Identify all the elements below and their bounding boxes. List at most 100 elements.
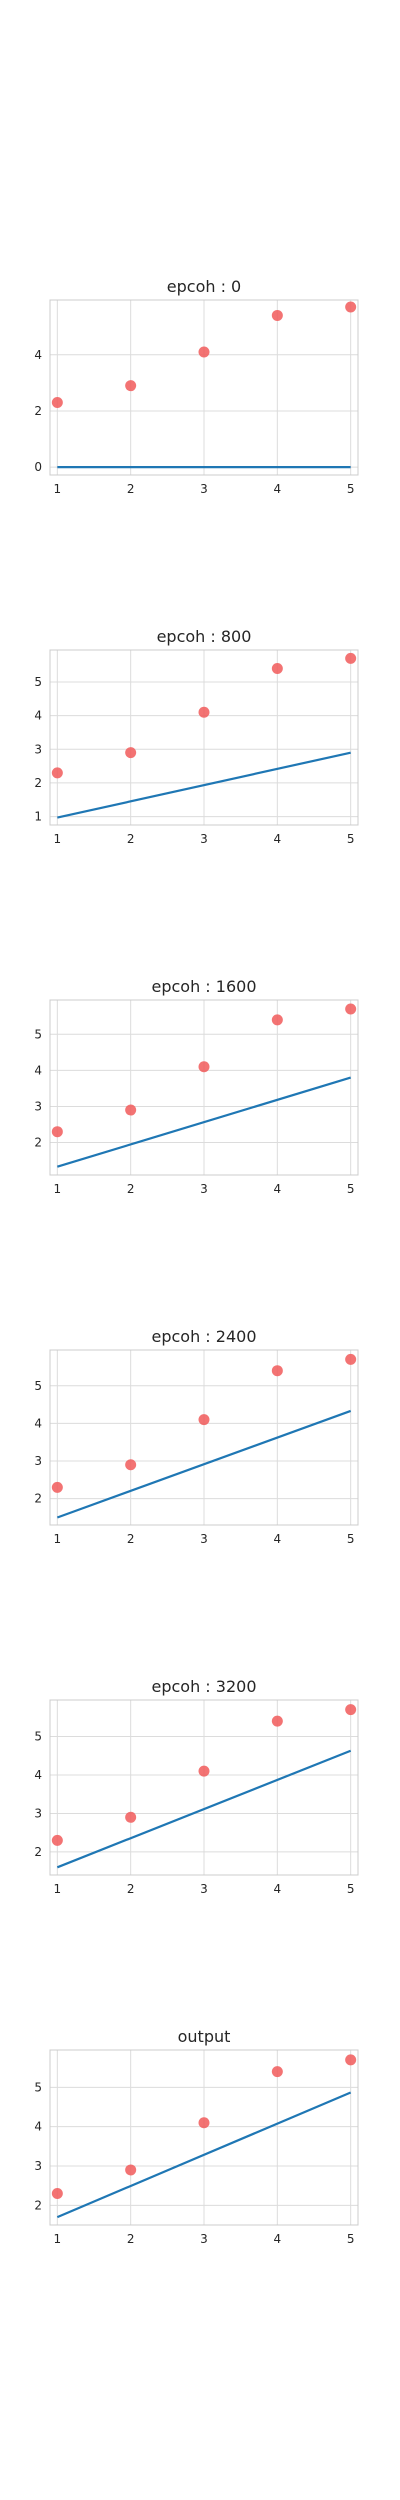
- y-tick-label: 4: [34, 2120, 42, 2134]
- y-tick-label: 4: [34, 1063, 42, 1077]
- x-tick-label: 4: [274, 2232, 282, 2246]
- x-tick-label: 3: [200, 1882, 208, 1896]
- x-tick-label: 1: [54, 1182, 62, 1196]
- fit-line: [56, 2091, 352, 2219]
- data-point: [271, 1365, 283, 1377]
- subplot-4: 1 2 3 4 5 2 3 4 5 epcoh : 3200: [34, 1677, 359, 1896]
- subplot-2: 1 2 3 4 5 2 3 4 5 epcoh : 1600: [34, 977, 359, 1196]
- data-point: [271, 309, 283, 321]
- x-tick-label: 4: [274, 1532, 282, 1546]
- x-tick-label: 4: [274, 1882, 282, 1896]
- y-tick-label: 3: [34, 1806, 42, 1820]
- axes-frame: [49, 2049, 359, 2226]
- data-point: [345, 301, 357, 313]
- axes-frame: [49, 1349, 359, 1526]
- y-tick-label: 4: [34, 709, 42, 723]
- x-tick-label: 1: [54, 482, 62, 496]
- data-point: [125, 1811, 137, 1823]
- data-point: [345, 1704, 357, 1716]
- y-tick-label: 2: [34, 404, 42, 418]
- data-point: [51, 2188, 63, 2200]
- x-tick-label: 4: [274, 1182, 282, 1196]
- data-point: [271, 2066, 283, 2078]
- subplot-title: epcoh : 3200: [151, 1677, 256, 1696]
- x-tick-label: 5: [347, 832, 355, 846]
- subplot-0: 1 2 3 4 5 0 2 4 epcoh : 0: [34, 277, 359, 496]
- data-point: [51, 1481, 63, 1493]
- data-point: [345, 2054, 357, 2066]
- x-tick-label: 2: [127, 2232, 135, 2246]
- y-tick-label: 2: [34, 1492, 42, 1506]
- y-tick-label: 1: [34, 810, 42, 824]
- data-point: [198, 1414, 210, 1426]
- subplot-title: epcoh : 800: [157, 627, 252, 646]
- x-tick-label: 1: [54, 1882, 62, 1896]
- fit-line: [57, 1076, 351, 1168]
- y-tick-label: 5: [34, 1027, 42, 1041]
- data-point: [51, 767, 63, 779]
- data-point: [125, 1104, 137, 1116]
- subplot-title: epcoh : 0: [167, 277, 241, 296]
- data-point: [345, 652, 357, 664]
- subplot-1: 1 2 3 4 5 1 2 3 4 5 epcoh : 800: [34, 627, 359, 846]
- axes-frame: [49, 649, 359, 826]
- x-tick-label: 5: [347, 1882, 355, 1896]
- data-point: [51, 397, 63, 409]
- data-point: [271, 1715, 283, 1727]
- data-point: [198, 706, 210, 718]
- y-tick-label: 3: [34, 742, 42, 756]
- data-point: [198, 1061, 210, 1073]
- fit-line: [56, 1409, 352, 1519]
- x-tick-label: 5: [347, 2232, 355, 2246]
- x-tick-label: 1: [54, 832, 62, 846]
- axes-frame: [49, 999, 359, 1176]
- data-point: [51, 1834, 63, 1846]
- y-tick-label: 0: [34, 460, 42, 474]
- y-tick-label: 5: [34, 675, 42, 689]
- y-tick-label: 2: [34, 776, 42, 790]
- y-tick-label: 4: [34, 1768, 42, 1782]
- x-tick-label: 5: [347, 1182, 355, 1196]
- x-tick-label: 2: [127, 1532, 135, 1546]
- x-tick-label: 3: [200, 832, 208, 846]
- y-tick-label: 4: [34, 348, 42, 362]
- x-tick-label: 4: [274, 832, 282, 846]
- x-tick-label: 2: [127, 832, 135, 846]
- data-point: [125, 747, 137, 759]
- subplot-5: 1 2 3 4 5 2 3 4 5 output: [34, 2027, 359, 2246]
- x-tick-label: 3: [200, 2232, 208, 2246]
- data-point: [271, 663, 283, 675]
- x-tick-label: 5: [347, 1532, 355, 1546]
- subplot-3: 1 2 3 4 5 2 3 4 5 epcoh : 2400: [34, 1327, 359, 1546]
- y-tick-label: 2: [34, 1845, 42, 1859]
- x-tick-label: 3: [200, 482, 208, 496]
- x-tick-label: 2: [127, 482, 135, 496]
- data-point: [198, 1765, 210, 1777]
- data-point: [125, 380, 137, 392]
- x-tick-label: 5: [347, 482, 355, 496]
- fit-line: [57, 751, 351, 819]
- axes-frame: [49, 299, 359, 476]
- subplot-title: output: [178, 2027, 231, 2046]
- data-point: [198, 2117, 210, 2129]
- data-point: [345, 1003, 357, 1015]
- y-tick-label: 4: [34, 1416, 42, 1430]
- y-tick-label: 5: [34, 1730, 42, 1744]
- y-tick-label: 2: [34, 1136, 42, 1150]
- data-point: [125, 1459, 137, 1471]
- subplot-title: epcoh : 2400: [151, 1327, 256, 1346]
- axes-frame: [49, 1699, 359, 1876]
- x-tick-label: 3: [200, 1182, 208, 1196]
- x-tick-label: 2: [127, 1882, 135, 1896]
- y-tick-label: 3: [34, 1099, 42, 1113]
- x-tick-label: 1: [54, 2232, 62, 2246]
- x-tick-label: 2: [127, 1182, 135, 1196]
- x-tick-label: 1: [54, 1532, 62, 1546]
- x-tick-label: 3: [200, 1532, 208, 1546]
- y-tick-label: 5: [34, 1379, 42, 1393]
- y-tick-label: 3: [34, 1454, 42, 1468]
- y-tick-label: 2: [34, 2198, 42, 2212]
- data-point: [51, 1126, 63, 1138]
- data-point: [198, 346, 210, 358]
